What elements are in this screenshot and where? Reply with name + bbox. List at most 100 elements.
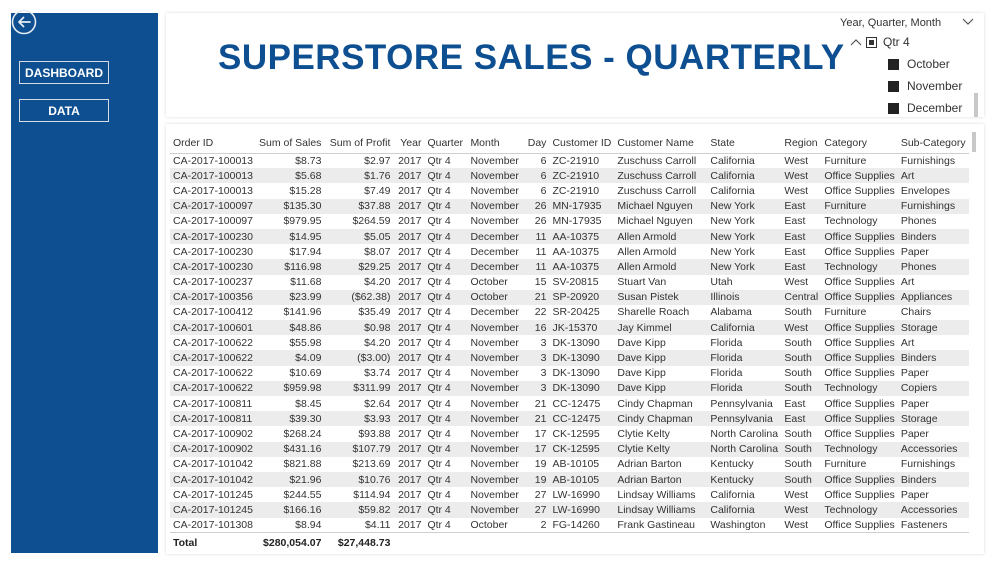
- table-cell: 16: [523, 320, 550, 336]
- table-row[interactable]: CA-2017-100097 $979.95 $264.59 2017 Qtr 4 Nov…: [170, 214, 969, 229]
- table-cell: East: [784, 245, 806, 258]
- table-cell: CA-2017-101042: [170, 471, 256, 488]
- table-row[interactable]: CA-2017-100601 $48.86 $0.98 2017 Qtr 4 Novemb…: [170, 320, 969, 336]
- table-cell: Envelopes: [900, 184, 950, 197]
- table-cell: 6: [540, 154, 547, 167]
- partial-checkbox-icon[interactable]: [866, 36, 877, 48]
- column-header[interactable]: Customer Name: [614, 133, 708, 154]
- table-row[interactable]: CA-2017-100356 $23.99 ($62.38) 2017 Qtr 4 Oct…: [170, 289, 969, 305]
- data-table-panel: Order ID Sum of Sales Sum of Profit Year Qua…: [166, 124, 984, 554]
- chevron-up-icon[interactable]: [850, 37, 862, 47]
- table-cell: Phones: [897, 259, 969, 275]
- table-cell: 2017: [393, 289, 425, 305]
- column-header[interactable]: Day: [523, 133, 550, 154]
- column-header[interactable]: Sub-Category: [897, 133, 969, 154]
- table-cell: Cindy Chapman: [614, 411, 708, 427]
- table-cell: MN-17935: [549, 198, 615, 214]
- table-row[interactable]: CA-2017-100013 $5.68 $1.76 2017 Qtr 4 Novembe…: [170, 168, 969, 184]
- table-cell: $135.30: [255, 198, 325, 214]
- column-header[interactable]: Order ID: [170, 133, 256, 154]
- table-cell: October: [467, 289, 524, 305]
- table-row[interactable]: CA-2017-101245 $166.16 $59.82 2017 Qtr 4 Nove…: [170, 502, 969, 518]
- checked-checkbox-icon[interactable]: [888, 58, 899, 70]
- slicer-item-december[interactable]: December: [888, 101, 962, 115]
- back-arrow-circle-icon[interactable]: [11, 9, 37, 35]
- table-row[interactable]: CA-2017-101308 $8.94 $4.11 2017 Qtr 4 October…: [170, 518, 969, 533]
- slicer-scrollbar[interactable]: [974, 93, 978, 117]
- table-row[interactable]: CA-2017-100013 $8.73 $2.97 2017 Qtr 4 Novembe…: [170, 153, 969, 168]
- column-header[interactable]: Year: [393, 133, 425, 154]
- table-cell: $21.96: [255, 471, 325, 488]
- table-cell: $116.98: [255, 259, 325, 275]
- table-row[interactable]: CA-2017-100237 $11.68 $4.20 2017 Qtr 4 Octobe…: [170, 275, 969, 290]
- column-header[interactable]: State: [707, 133, 782, 154]
- dashboard-button[interactable]: DASHBOARD: [19, 61, 109, 84]
- table-cell: 2: [540, 518, 547, 531]
- table-cell: South: [781, 380, 822, 396]
- table-cell: FG-14260: [552, 518, 600, 531]
- table-cell: Frank Gastineau: [617, 518, 695, 531]
- table-scrollbar[interactable]: [972, 132, 976, 152]
- column-header[interactable]: Quarter: [424, 133, 468, 154]
- table-cell: Furniture: [824, 154, 867, 167]
- table-cell: November: [467, 380, 524, 396]
- table-cell: Allen Armold: [614, 259, 708, 275]
- table-cell: West: [784, 518, 809, 531]
- table-cell: November: [467, 441, 524, 457]
- checked-checkbox-icon[interactable]: [888, 102, 899, 114]
- table-row[interactable]: CA-2017-100230 $17.94 $8.07 2017 Qtr 4 Decemb…: [170, 244, 969, 259]
- table-row[interactable]: CA-2017-100230 $14.95 $5.05 2017 Qtr 4 Decemb…: [170, 228, 969, 245]
- table-cell: 2017: [398, 367, 422, 380]
- table-cell: Qtr 4: [424, 259, 468, 275]
- table-row[interactable]: CA-2017-100811 $39.30 $3.93 2017 Qtr 4 Novemb…: [170, 411, 969, 427]
- table-cell: Dave Kipp: [614, 380, 708, 396]
- table-cell: 2017: [393, 441, 425, 457]
- table-row[interactable]: CA-2017-101042 $21.96 $10.76 2017 Qtr 4 Novem…: [170, 471, 969, 488]
- chevron-down-icon[interactable]: [962, 17, 974, 27]
- table-cell: 3: [523, 380, 550, 396]
- table-cell: Technology: [821, 441, 898, 457]
- table-cell: Office Supplies: [824, 336, 895, 349]
- column-header[interactable]: Category: [821, 133, 898, 154]
- table-cell: Office Supplies: [821, 228, 898, 245]
- table-row[interactable]: CA-2017-100622 $4.09 ($3.00) 2017 Qtr 4 Novem…: [170, 350, 969, 366]
- table-cell: CA-2017-100902: [170, 441, 256, 457]
- table-row[interactable]: CA-2017-101042 $821.88 $213.69 2017 Qtr 4 Nov…: [170, 457, 969, 472]
- table-cell: Florida: [707, 380, 782, 396]
- table-cell: $431.16: [255, 441, 325, 457]
- column-header[interactable]: Customer ID: [549, 133, 615, 154]
- table-row[interactable]: CA-2017-100013 $15.28 $7.49 2017 Qtr 4 Novemb…: [170, 183, 969, 198]
- slicer-item-label: December: [907, 101, 963, 115]
- table-cell: Qtr 4: [424, 350, 468, 366]
- table-row[interactable]: CA-2017-100622 $55.98 $4.20 2017 Qtr 4 Novemb…: [170, 335, 969, 350]
- table-row[interactable]: CA-2017-101245 $244.55 $114.94 2017 Qtr 4 Nov…: [170, 487, 969, 502]
- column-header[interactable]: Sum of Profit: [324, 133, 394, 154]
- table-cell: South: [781, 350, 822, 366]
- total-profit: $27,448.73: [324, 532, 394, 553]
- table-row[interactable]: CA-2017-100412 $141.96 $35.49 2017 Qtr 4 Dece…: [170, 305, 969, 320]
- table-cell: 2017: [393, 502, 425, 518]
- column-header[interactable]: Sum of Sales: [255, 133, 325, 154]
- table-row[interactable]: CA-2017-100811 $8.45 $2.64 2017 Qtr 4 Novembe…: [170, 396, 969, 411]
- column-header[interactable]: Month: [467, 133, 524, 154]
- table-cell: November: [470, 397, 519, 410]
- table-cell: AB-10105: [549, 471, 615, 488]
- table-cell: SR-20425: [552, 306, 600, 319]
- table-row[interactable]: CA-2017-100902 $268.24 $93.88 2017 Qtr 4 Nove…: [170, 426, 969, 441]
- table-row[interactable]: CA-2017-100622 $959.98 $311.99 2017 Qtr 4 Nov…: [170, 380, 969, 396]
- table-row[interactable]: CA-2017-100622 $10.69 $3.74 2017 Qtr 4 Novemb…: [170, 366, 969, 381]
- slicer-item-november[interactable]: November: [888, 79, 962, 93]
- slicer-item-qtr4[interactable]: Qtr 4: [850, 35, 910, 49]
- data-button[interactable]: DATA: [19, 99, 109, 122]
- date-hierarchy-slicer[interactable]: Year, Quarter, Month Qtr 4 October Novem…: [838, 17, 982, 117]
- table-row[interactable]: CA-2017-100230 $116.98 $29.25 2017 Qtr 4 Dece…: [170, 259, 969, 275]
- table-row[interactable]: CA-2017-100097 $135.30 $37.88 2017 Qtr 4 Nove…: [170, 198, 969, 214]
- checked-checkbox-icon[interactable]: [888, 80, 899, 92]
- table-cell: November: [470, 336, 519, 349]
- slicer-item-october[interactable]: October: [888, 57, 950, 71]
- table-cell: CA-2017-100356: [170, 289, 256, 305]
- table-cell: California: [707, 320, 782, 336]
- table-row[interactable]: CA-2017-100902 $431.16 $107.79 2017 Qtr 4 Nov…: [170, 441, 969, 457]
- column-header[interactable]: Region: [781, 133, 822, 154]
- table-cell: 2017: [398, 427, 422, 440]
